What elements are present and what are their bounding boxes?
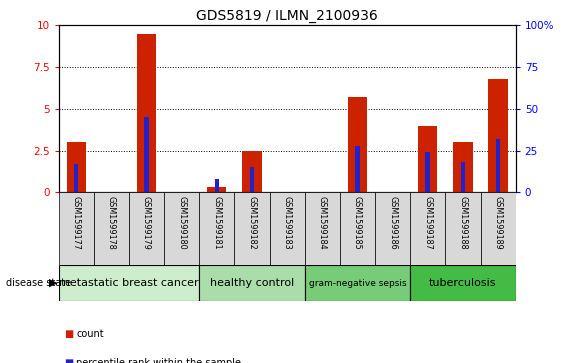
Bar [418, 126, 437, 192]
Bar [454, 142, 472, 192]
Text: GSM1599178: GSM1599178 [107, 196, 116, 250]
Text: count: count [76, 329, 104, 339]
Bar [74, 164, 79, 192]
Bar [250, 167, 254, 192]
Bar [214, 179, 219, 192]
Bar [243, 151, 261, 192]
Bar [199, 265, 305, 301]
Bar [425, 152, 430, 192]
Bar [94, 192, 129, 265]
Bar [488, 79, 507, 192]
Bar [164, 192, 199, 265]
Bar [144, 117, 149, 192]
Text: ■: ■ [64, 329, 74, 339]
Text: GSM1599182: GSM1599182 [247, 196, 257, 250]
Text: healthy control: healthy control [210, 278, 294, 288]
Bar [137, 34, 156, 192]
Text: GSM1599183: GSM1599183 [282, 196, 292, 250]
Text: ■: ■ [64, 358, 74, 363]
Text: GSM1599186: GSM1599186 [388, 196, 397, 250]
Bar [461, 162, 465, 192]
Bar [59, 192, 94, 265]
Text: GSM1599181: GSM1599181 [212, 196, 222, 250]
Text: percentile rank within the sample: percentile rank within the sample [76, 358, 241, 363]
Bar [496, 139, 500, 192]
Title: GDS5819 / ILMN_2100936: GDS5819 / ILMN_2100936 [196, 9, 378, 23]
Text: disease state: disease state [6, 278, 71, 288]
Text: GSM1599189: GSM1599189 [493, 196, 503, 250]
Bar [199, 192, 234, 265]
Text: metastatic breast cancer: metastatic breast cancer [59, 278, 199, 288]
Bar [305, 265, 410, 301]
Bar [410, 265, 516, 301]
Text: gram-negative sepsis: gram-negative sepsis [309, 279, 406, 287]
Bar [355, 146, 360, 192]
Bar [410, 192, 445, 265]
Text: GSM1599179: GSM1599179 [142, 196, 151, 250]
Bar [445, 192, 481, 265]
Bar [67, 142, 86, 192]
Text: GSM1599184: GSM1599184 [318, 196, 327, 250]
Bar [375, 192, 410, 265]
Bar [481, 192, 516, 265]
Bar [207, 187, 227, 192]
Text: GSM1599188: GSM1599188 [458, 196, 468, 250]
Bar [129, 192, 164, 265]
Bar [347, 97, 367, 192]
Bar [270, 192, 305, 265]
Text: GSM1599187: GSM1599187 [423, 196, 432, 250]
Text: GSM1599177: GSM1599177 [71, 196, 81, 250]
Bar [234, 192, 270, 265]
Bar [340, 192, 375, 265]
Bar [305, 192, 340, 265]
Text: GSM1599180: GSM1599180 [177, 196, 186, 250]
Text: GSM1599185: GSM1599185 [353, 196, 362, 250]
Text: tuberculosis: tuberculosis [429, 278, 497, 288]
Text: ▶: ▶ [49, 278, 57, 288]
Bar [59, 265, 199, 301]
